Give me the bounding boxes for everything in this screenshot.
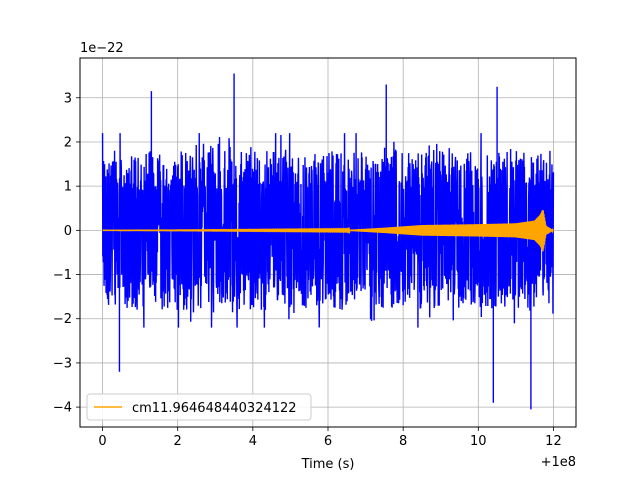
series-line-model [102, 210, 554, 252]
y-tick-label: −3 [53, 356, 72, 371]
x-tick-label: 4 [249, 434, 257, 449]
y-tick-label: 3 [64, 91, 72, 106]
x-tick-label: 10 [470, 434, 487, 449]
legend: cm11.964648440324122 [86, 393, 312, 421]
y-tick-label: −1 [53, 268, 72, 283]
plot-area [101, 73, 555, 410]
x-offset-label: +1e8 [541, 455, 576, 470]
series-line-strain [101, 73, 555, 410]
x-tick-label: 0 [98, 434, 106, 449]
y-axis: −4 −3 −2 −1 0 1 2 3 [53, 91, 80, 416]
y-tick-label: −2 [53, 312, 72, 327]
y-tick-label: 1 [64, 180, 72, 195]
x-tick-label: 12 [545, 434, 562, 449]
legend-box [86, 393, 312, 421]
y-tick-label: 0 [64, 224, 72, 239]
x-tick-label: 2 [174, 434, 182, 449]
y-scale-label: 1e−22 [80, 41, 124, 56]
x-tick-label: 8 [399, 434, 407, 449]
x-axis: 0 2 4 6 8 10 12 [98, 427, 562, 449]
y-tick-label: −4 [53, 401, 72, 416]
x-tick-label: 6 [324, 434, 332, 449]
y-tick-label: 2 [64, 135, 72, 150]
legend-entry: cm11.964648440324122 [132, 401, 297, 416]
x-axis-label: Time (s) [301, 457, 355, 472]
